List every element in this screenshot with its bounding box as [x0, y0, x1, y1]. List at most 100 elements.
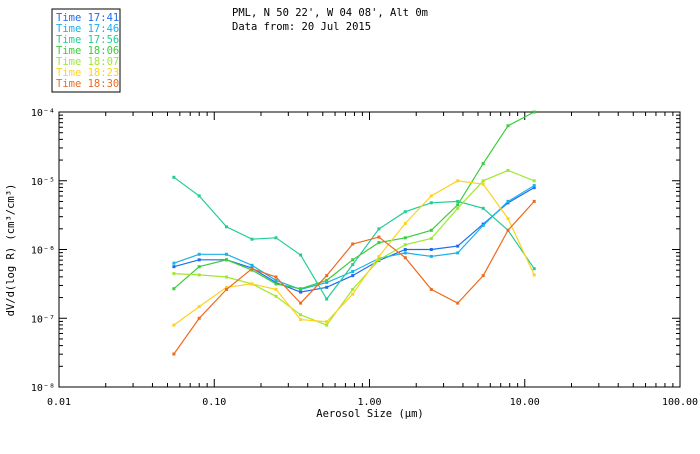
- data-point: [197, 305, 201, 309]
- data-point: [532, 199, 536, 203]
- data-point: [172, 261, 176, 265]
- data-point: [429, 228, 433, 232]
- data-point: [172, 352, 176, 356]
- data-point: [377, 254, 381, 258]
- data-point: [456, 244, 460, 248]
- legend-entry: Time 18:07: [56, 56, 119, 68]
- data-point: [429, 201, 433, 205]
- data-point: [172, 175, 176, 179]
- y-tick-label: 10⁻⁸: [31, 383, 55, 394]
- data-point: [274, 236, 278, 240]
- data-point: [325, 278, 329, 282]
- data-date: Data from: 20 Jul 2015: [232, 21, 371, 33]
- data-point: [506, 168, 510, 172]
- data-point: [197, 273, 201, 277]
- data-point: [532, 186, 536, 190]
- data-point: [403, 248, 407, 251]
- data-point: [250, 263, 254, 267]
- data-point: [225, 287, 228, 291]
- x-tick-label: 0.01: [47, 397, 71, 408]
- data-point: [325, 274, 329, 278]
- data-point: [197, 252, 201, 256]
- data-point: [225, 252, 228, 256]
- legend-entry: Time 18:30: [56, 78, 119, 90]
- data-point: [377, 227, 381, 231]
- data-point: [225, 258, 228, 262]
- data-point: [532, 184, 536, 188]
- data-point: [429, 248, 433, 251]
- data-point: [456, 206, 460, 210]
- data-point: [172, 272, 176, 276]
- data-point: [377, 241, 381, 245]
- data-point: [299, 301, 303, 305]
- data-point: [403, 210, 407, 214]
- x-tick-label: 1.00: [357, 397, 381, 408]
- data-point: [299, 287, 303, 291]
- data-point: [481, 206, 485, 210]
- data-point: [225, 275, 228, 279]
- data-point: [403, 251, 407, 255]
- x-tick-label: 0.10: [202, 397, 226, 408]
- data-point: [532, 273, 536, 277]
- data-point: [172, 323, 176, 327]
- data-point: [172, 265, 176, 269]
- data-point: [456, 301, 460, 305]
- data-point: [274, 278, 278, 282]
- data-point: [506, 228, 510, 232]
- data-point: [532, 179, 536, 183]
- legend-entry: Time 18:23: [56, 67, 119, 79]
- data-point: [351, 292, 355, 296]
- y-tick-label: 10⁻⁵: [31, 177, 55, 188]
- y-axis-label: dV/d(log R) (cm³/cm³): [5, 184, 17, 317]
- site-info: PML, N 50 22', W 04 08', Alt 0m: [232, 7, 428, 19]
- data-point: [351, 258, 355, 262]
- data-point: [429, 254, 433, 258]
- series-lines: [172, 110, 536, 356]
- legend-entry: Time 18:06: [56, 45, 119, 57]
- data-point: [481, 274, 485, 278]
- data-point: [351, 274, 355, 278]
- y-tick-label: 10⁻⁷: [31, 314, 55, 325]
- data-point: [197, 194, 201, 198]
- data-point: [274, 287, 278, 291]
- legend-entry: Time 17:56: [56, 34, 119, 46]
- data-point: [506, 124, 510, 128]
- data-point: [225, 225, 228, 229]
- x-axis-label: Aerosol Size (μm): [316, 408, 423, 420]
- data-point: [325, 320, 329, 324]
- legend-entry: Time 17:46: [56, 23, 119, 35]
- data-point: [351, 270, 355, 273]
- data-point: [299, 313, 303, 317]
- data-point: [325, 285, 329, 289]
- data-point: [481, 223, 485, 227]
- data-point: [351, 263, 355, 267]
- data-point: [325, 323, 329, 327]
- data-point: [250, 237, 254, 241]
- data-point: [403, 243, 407, 247]
- legend-entry: Time 17:41: [56, 12, 119, 24]
- data-point: [456, 179, 460, 183]
- y-tick-label: 10⁻⁶: [31, 246, 55, 257]
- data-point: [351, 287, 355, 291]
- data-point: [325, 281, 329, 284]
- data-point: [197, 316, 201, 320]
- data-point: [225, 285, 228, 289]
- data-point: [506, 199, 510, 203]
- data-point: [429, 237, 433, 240]
- data-point: [274, 275, 278, 279]
- data-point: [172, 287, 176, 291]
- data-point: [429, 287, 433, 291]
- data-point: [299, 290, 303, 294]
- axis-ticks: 0.01 0.10 1.00 10.00 100.00 10⁻⁸ 10⁻⁷ 10⁻⁶ 10⁻⁵ 1…: [31, 108, 698, 408]
- data-point: [299, 253, 303, 257]
- data-point: [274, 294, 278, 298]
- data-point: [250, 282, 254, 286]
- x-tick-label: 100.00: [662, 397, 698, 408]
- data-point: [506, 217, 510, 221]
- data-point: [403, 236, 407, 240]
- data-point: [456, 203, 460, 207]
- data-point: [456, 199, 460, 203]
- data-point: [481, 162, 485, 166]
